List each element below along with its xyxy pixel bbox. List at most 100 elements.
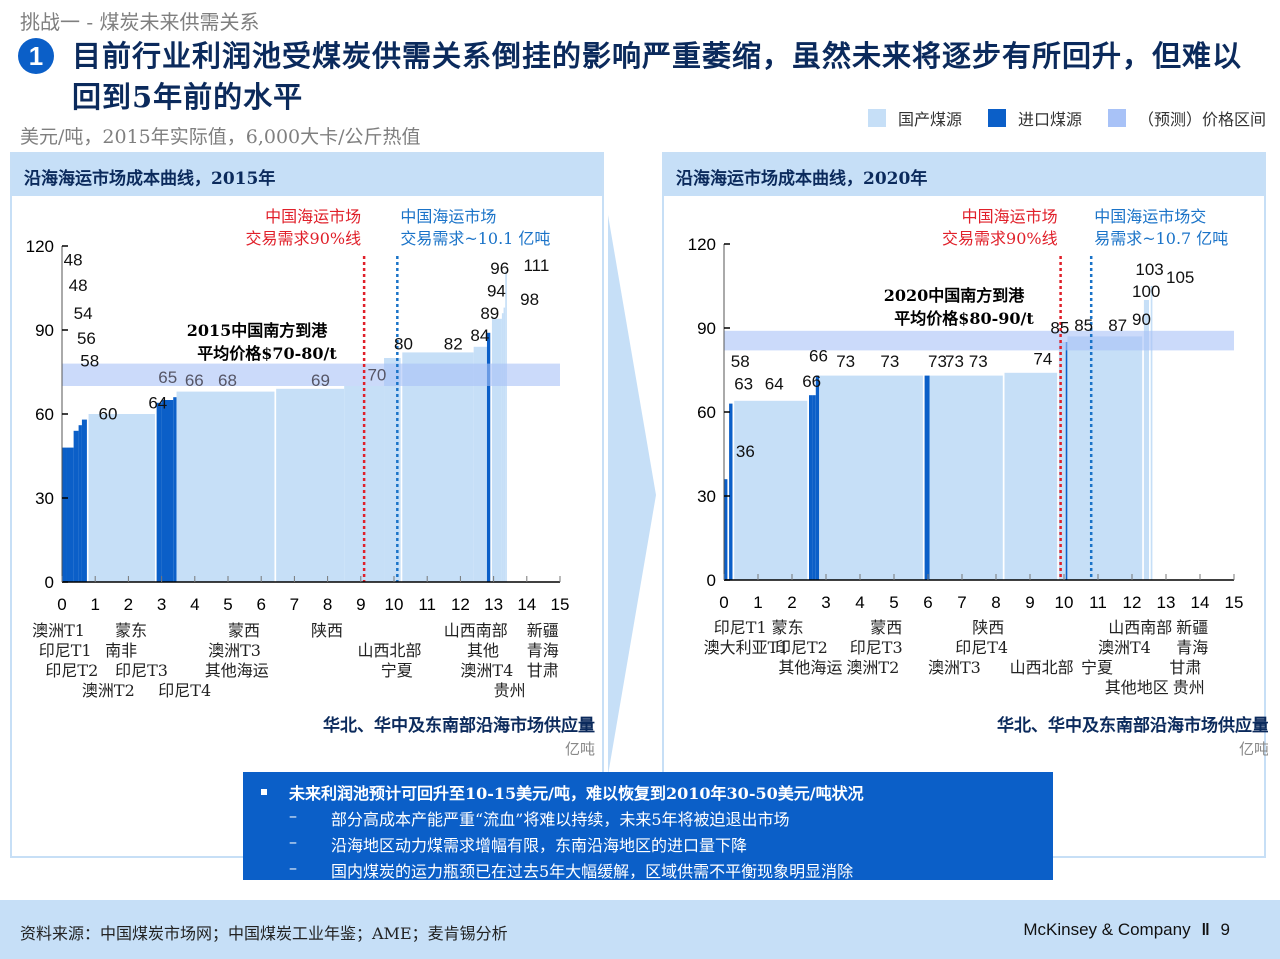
- x-tick-label: 11: [1089, 593, 1107, 612]
- x-tick-label: 1: [90, 595, 99, 614]
- x-tick-label: 8: [323, 595, 332, 614]
- value-label: 84: [470, 326, 489, 345]
- category-label: 蒙东: [772, 618, 804, 637]
- category-label: 印尼T3: [115, 661, 168, 680]
- svg-text:平均价格$80-90/t: 平均价格$80-90/t: [894, 309, 1034, 328]
- value-label: 64: [148, 393, 167, 412]
- units-note: 美元/吨，2015年实际值，6,000大卡/公斤热值: [20, 126, 421, 148]
- value-label: 90: [1132, 310, 1151, 329]
- value-label: 103: [1135, 260, 1163, 279]
- cost-bar: [819, 375, 923, 580]
- y-tick-label: 30: [35, 489, 54, 508]
- x-tick-label: 4: [190, 595, 199, 614]
- svg-text:交易需求~10.1 亿吨: 交易需求~10.1 亿吨: [400, 229, 550, 248]
- cost-bar: [156, 402, 162, 582]
- value-label: 73: [969, 352, 988, 371]
- cost-bar: [1143, 300, 1149, 580]
- takeaway-sub-3: – 国内煤炭的运力瓶颈已在过去5年大幅缓解，区域供需不平衡现象明显消除: [289, 858, 854, 881]
- demand-line-label: 中国海运市场: [400, 207, 496, 226]
- x-axis-title: 华北、华中及东南部沿海市场供应量: [997, 715, 1268, 736]
- category-label: 澳洲T3: [208, 641, 261, 660]
- legend-domestic: 国产煤源: [867, 106, 962, 130]
- value-label: 60: [99, 405, 118, 424]
- x-tick-label: 0: [57, 595, 66, 614]
- x-tick-label: 7: [290, 595, 299, 614]
- domestic-swatch-icon: [867, 109, 886, 127]
- x-tick-label: 0: [719, 593, 728, 612]
- price-band: [724, 330, 1234, 351]
- category-label: 其他海运: [205, 661, 269, 680]
- x-tick-label: 8: [991, 593, 1000, 612]
- value-label: 87: [1108, 316, 1127, 335]
- value-label: 58: [80, 351, 99, 370]
- category-label: 陕西: [972, 618, 1004, 637]
- value-label: 73: [836, 352, 855, 371]
- price-band: [62, 363, 560, 386]
- demand-line-label: 中国海运市场交: [1094, 207, 1206, 226]
- value-label: 58: [731, 352, 750, 371]
- y-tick-label: 60: [697, 403, 716, 422]
- cost-bar: [486, 332, 491, 582]
- cost-bar: [1065, 342, 1068, 580]
- cost-bar: [1058, 342, 1066, 580]
- category-label: 贵州: [1173, 678, 1205, 697]
- cost-bar: [88, 414, 155, 582]
- cost-bar: [929, 375, 1003, 580]
- value-label: 73: [928, 352, 947, 371]
- value-label: 63: [734, 375, 753, 394]
- imported-swatch-icon: [987, 109, 1006, 127]
- cost-bar: [809, 395, 813, 580]
- category-label: 其他: [467, 641, 499, 660]
- takeaway-sub-2: – 沿海地区动力煤需求增幅有限，东南沿海地区的进口量下降: [289, 832, 748, 855]
- x-tick-label: 5: [889, 593, 898, 612]
- value-label: 94: [487, 281, 506, 300]
- category-label: 宁夏: [381, 661, 413, 680]
- value-label: 96: [490, 259, 509, 278]
- category-label: 印尼T3: [850, 638, 903, 657]
- x-axis-title: 华北、华中及东南部沿海市场供应量: [323, 715, 595, 736]
- section-label: 挑战一 - 煤炭未来供需关系: [20, 10, 260, 34]
- category-label: 其他海运: [778, 658, 842, 677]
- value-label: 66: [802, 372, 821, 391]
- cost-bar: [384, 358, 401, 582]
- key-takeaways-box: 未来利润池预计可回升至10-15美元/吨，难以恢复到2010年30-50美元/吨…: [243, 772, 1053, 881]
- legend: 国产煤源 进口煤源 （预测）价格区间: [854, 106, 1266, 130]
- demand-line-label: 中国海运市场: [265, 207, 361, 226]
- cost-bar: [402, 352, 474, 582]
- cost-bar: [491, 318, 502, 582]
- category-label: 宁夏: [1081, 658, 1113, 677]
- svg-text:易需求~10.7 亿吨: 易需求~10.7 亿吨: [1094, 229, 1228, 248]
- x-tick-label: 12: [1123, 593, 1142, 612]
- value-label: 64: [765, 375, 784, 394]
- chart-panel-2015: 沿海海运市场成本曲线，2015年 2015中国南方到港 平均价格$70-80/t 中…: [10, 152, 604, 858]
- category-label: 澳大利亚T1: [704, 638, 789, 657]
- legend-price-band: （预测）价格区间: [1107, 106, 1266, 130]
- arrow-right-icon: [608, 215, 656, 775]
- x-tick-label: 12: [451, 595, 470, 614]
- cost-bar: [924, 375, 930, 580]
- page-title: 目前行业利润池受煤炭供需关系倒挂的影响严重萎缩，虽然未来将逐步有所回升，但难以回…: [72, 39, 1243, 114]
- y-tick-label: 120: [688, 235, 716, 254]
- bullet-icon: [261, 789, 267, 795]
- value-label: 54: [74, 304, 93, 323]
- x-tick-label: 2: [787, 593, 796, 612]
- chart-panel-2020: 沿海海运市场成本曲线，2020年 2020中国南方到港 平均价格$80-90/t 中…: [662, 152, 1268, 858]
- cost-bar: [1067, 336, 1143, 580]
- x-tick-label: 14: [517, 595, 536, 614]
- cost-bar: [66, 447, 74, 582]
- y-tick-label: 0: [45, 573, 54, 592]
- category-label: 印尼T1: [39, 641, 92, 660]
- y-tick-label: 30: [697, 487, 716, 506]
- category-label: 甘肃: [1169, 658, 1201, 677]
- cost-bar: [724, 479, 728, 580]
- footer: 资料来源：中国煤炭市场网；中国煤炭工业年鉴；AME；麦肯锡分析 McKinsey…: [0, 900, 1280, 959]
- takeaway-main: 未来利润池预计可回升至10-15美元/吨，难以恢复到2010年30-50美元/吨…: [257, 780, 1039, 804]
- category-label: 山西南部: [444, 621, 508, 640]
- chart-title-2020: 沿海海运市场成本曲线，2020年: [664, 154, 1264, 196]
- category-label: 澳洲T4: [460, 661, 513, 680]
- cost-bar: [176, 391, 275, 582]
- chart-title-2015: 沿海海运市场成本曲线，2015年: [12, 154, 602, 196]
- x-tick-label: 13: [484, 595, 503, 614]
